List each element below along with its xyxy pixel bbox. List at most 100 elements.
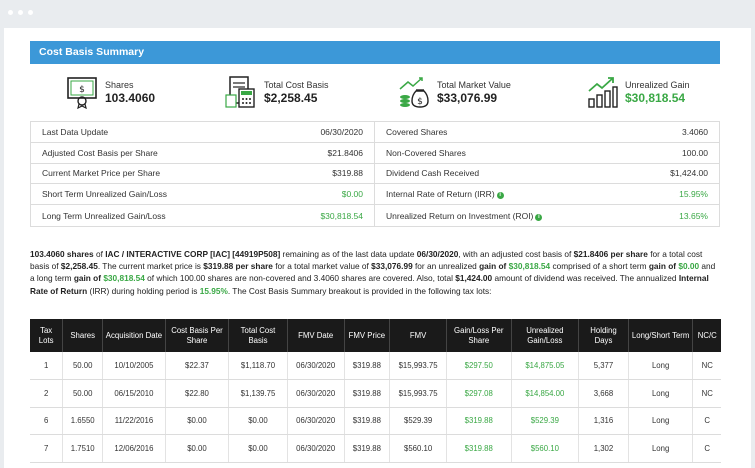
detail-row: Dividend Cash Received $1,424.00 <box>375 164 719 185</box>
details-left-column: Last Data Update 06/30/2020 Adjusted Cost … <box>31 122 375 226</box>
table-cell: $319.88 <box>446 434 512 463</box>
table-cell: 12/06/2016 <box>102 434 166 463</box>
column-header: Holding Days <box>578 319 629 352</box>
table-row[interactable]: 1 50.00 10/10/2005 $22.37 $1,118.70 06/30/202… <box>30 352 721 380</box>
summary-paragraph: 103.4060 shares of IAC / INTERACTIVE COR… <box>30 248 722 297</box>
table-cell: $529.39 <box>389 407 447 435</box>
paragraph-emphasis: 103.4060 shares <box>30 249 94 259</box>
table-cell: $1,139.75 <box>228 379 288 408</box>
column-header: Total Cost Basis <box>228 319 288 352</box>
svg-text:$: $ <box>79 85 85 95</box>
table-cell: 1.6550 <box>62 407 104 435</box>
detail-row: Covered Shares 3.4060 <box>375 122 719 143</box>
detail-value: $1,424.00 <box>670 168 708 179</box>
table-cell: Long <box>628 407 694 435</box>
column-header: Acquisition Date <box>102 319 166 352</box>
table-cell: Long <box>628 352 694 380</box>
table-cell: $319.88 <box>446 407 512 435</box>
certificate-icon: $ <box>67 77 97 109</box>
column-header: FMV Price <box>344 319 391 352</box>
detail-label: Internal Rate of Return (IRR) i <box>386 189 504 200</box>
paragraph-gain-value: $30,818.54 <box>508 261 551 272</box>
table-cell: 06/30/2020 <box>287 434 345 463</box>
detail-row: Unrealized Return on Investment (ROI) i 13… <box>375 205 719 226</box>
detail-label: Non-Covered Shares <box>386 148 466 158</box>
table-cell: $319.88 <box>344 352 391 380</box>
column-header: NC/C <box>692 319 721 352</box>
table-cell: $14,854.00 <box>511 379 580 408</box>
table-cell: 3,668 <box>578 379 629 408</box>
detail-value: $319.88 <box>332 168 363 179</box>
paragraph-text: of <box>93 249 106 259</box>
report-page: Cost Basis Summary $ Shares 103.4060 <box>4 28 751 468</box>
paragraph-emphasis: $1,424.00 <box>455 273 493 284</box>
detail-label: Last Data Update <box>42 127 108 137</box>
detail-label-text: Covered Shares <box>386 126 448 137</box>
paragraph-emphasis: gain of <box>648 261 679 272</box>
table-row[interactable]: 2 50.00 06/15/2010 $22.80 $1,139.75 06/30/202… <box>30 379 721 408</box>
window-dot[interactable] <box>8 10 13 15</box>
table-cell: 06/30/2020 <box>287 407 345 435</box>
table-cell: $15,993.75 <box>389 379 447 408</box>
column-header: Tax Lots <box>30 319 64 352</box>
paragraph-text: for an unrealized <box>412 261 480 272</box>
detail-label-text: Dividend Cash Received <box>386 168 480 179</box>
table-row[interactable]: 6 1.6550 11/22/2016 $0.00 $0.00 06/30/2020 $31… <box>30 407 721 435</box>
table-cell: 1.7510 <box>62 434 104 463</box>
detail-value: $30,818.54 <box>320 210 363 221</box>
window-dot[interactable] <box>28 10 33 15</box>
table-cell: $1,118.70 <box>228 352 288 380</box>
detail-label-text: Internal Rate of Return (IRR) <box>386 189 495 200</box>
info-icon[interactable]: i <box>496 192 504 200</box>
detail-label: Short Term Unrealized Gain/Loss <box>42 189 167 199</box>
table-cell: C <box>692 407 721 435</box>
detail-label: Long Term Unrealized Gain/Loss <box>42 211 166 221</box>
detail-label: Dividend Cash Received <box>386 168 479 178</box>
detail-label-text: Unrealized Return on Investment (ROI) <box>386 210 534 221</box>
detail-label-text: Adjusted Cost Basis per Share <box>42 147 158 158</box>
paragraph-text: remaining as of the last data update <box>280 249 417 259</box>
detail-row: Short Term Unrealized Gain/Loss $0.00 <box>31 184 374 206</box>
detail-label: Unrealized Return on Investment (ROI) i <box>386 210 543 221</box>
paragraph-gain-value: 15.95% <box>199 285 228 296</box>
summary-label: Unrealized Gain <box>625 79 690 90</box>
paragraph-emphasis: $2,258.45 <box>60 261 98 272</box>
column-header: Cost Basis Per Share <box>165 319 230 352</box>
summary-shares: $ Shares 103.4060 <box>66 72 155 112</box>
table-cell: 50.00 <box>62 352 104 380</box>
summary-value: $30,818.54 <box>625 90 686 105</box>
table-cell: $15,993.75 <box>389 352 447 380</box>
detail-label: Covered Shares <box>386 127 447 137</box>
info-icon[interactable]: i <box>535 213 543 221</box>
summary-value: $2,258.45 <box>264 90 318 105</box>
detail-value: 13.65% <box>679 210 708 221</box>
table-cell: $319.88 <box>344 434 391 463</box>
svg-text:$: $ <box>417 97 423 107</box>
paragraph-text: amount of dividend was received. The ann… <box>492 273 679 284</box>
summary-value: $33,076.99 <box>437 90 498 105</box>
table-cell: 06/30/2020 <box>287 379 345 408</box>
table-row[interactable]: 7 1.7510 12/06/2016 $0.00 $0.00 06/30/2020 $31… <box>30 434 721 463</box>
table-cell: $297.50 <box>446 352 512 380</box>
detail-value: $21.8406 <box>327 147 363 158</box>
table-cell: 06/30/2020 <box>287 352 345 380</box>
table-cell: $22.80 <box>165 379 230 408</box>
window-titlebar <box>0 0 755 28</box>
window-dot[interactable] <box>18 10 23 15</box>
table-cell: $0.00 <box>228 407 288 435</box>
summary-bar: $ Shares 103.4060 Total Cost Basis <box>30 72 720 112</box>
table-cell: $0.00 <box>165 434 230 463</box>
table-cell: 6 <box>30 407 64 435</box>
tax-lots-body: 1 50.00 10/10/2005 $22.37 $1,118.70 06/30/202… <box>30 352 721 463</box>
table-cell: C <box>692 434 721 463</box>
column-header: FMV Date <box>287 319 345 352</box>
table-cell: $0.00 <box>165 407 230 435</box>
details-right-column: Covered Shares 3.4060 Non-Covered Shares 10… <box>375 122 719 226</box>
table-cell: 1,302 <box>578 434 629 463</box>
tax-lots-header-row: Tax Lots Shares Acquisition Date Cost Basis… <box>30 319 721 352</box>
paragraph-emphasis: Internal Rate of Return <box>30 273 709 296</box>
detail-row: Long Term Unrealized Gain/Loss $30,818.54 <box>31 205 374 226</box>
paragraph-text: for a total market value of <box>272 261 372 272</box>
summary-value: 103.4060 <box>105 90 156 105</box>
detail-label: Adjusted Cost Basis per Share <box>42 148 158 158</box>
